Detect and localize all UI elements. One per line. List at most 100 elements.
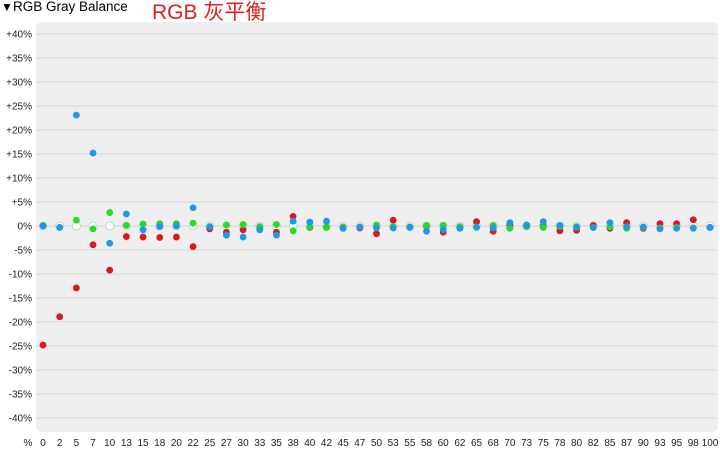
x-tick-label: 30 [238,438,250,449]
y-tick-label: -25% [9,342,32,353]
red-point [189,243,197,251]
x-tick-label: 45 [338,438,350,449]
blue-point [156,223,164,230]
green-point [506,225,514,232]
blue-point [523,221,530,229]
blue-point [89,149,97,157]
green-point [239,221,247,228]
blue-point [56,224,64,231]
red-point [239,226,247,234]
blue-point [389,224,397,232]
x-tick-label: 78 [554,438,566,449]
green-point [289,227,297,235]
y-tick-label: +30% [6,78,32,89]
blue-point [289,217,297,225]
blue-point [373,224,380,232]
blue-point [656,225,664,233]
panel-header: ▼ RGB Gray Balance RGB 灰平衡 [0,0,720,24]
red-point [106,266,114,274]
green-point [89,225,97,233]
blue-point [323,217,330,225]
red-point [173,233,180,241]
red-point [39,341,47,349]
x-tick-label: 35 [271,438,283,449]
x-tick-label: 60 [438,438,450,449]
blue-point [673,225,681,232]
red-point [89,241,97,249]
x-tick-label: 27 [221,438,233,449]
x-tick-label: 62 [454,438,466,449]
blue-point [439,226,447,234]
collapse-caret-icon[interactable]: ▼ [1,0,13,14]
blue-point [189,204,197,212]
x-tick-label: 15 [137,438,149,449]
x-tick-label: 58 [421,438,433,449]
blue-point [72,111,80,119]
blue-point [206,223,214,231]
blue-point [122,210,130,218]
x-unit-label: % [24,438,33,449]
panel-title: RGB Gray Balance [13,0,128,14]
x-axis: % 0 2 5 7 10 13 15 18 20 22 25 27 30 33 35 38 40 42 45 47 50 5… [24,438,719,449]
y-tick-label: -30% [9,366,32,377]
green-point [273,221,280,228]
blue-point [489,224,497,232]
blue-point [256,226,264,234]
x-tick-label: 65 [471,438,483,449]
x-tick-label: 0 [40,438,46,449]
blue-point [639,223,647,231]
red-point [389,216,397,224]
blue-point [706,224,714,231]
blue-point [223,231,230,239]
green-point [423,222,430,229]
green-point [323,224,330,231]
y-tick-label: -20% [9,318,32,329]
blue-point [106,239,114,247]
blue-point [39,222,47,230]
green-point [122,222,130,229]
green-point [106,209,114,216]
x-tick-label: 55 [404,438,416,449]
chart-title-overlay: RGB 灰平衡 [152,1,267,24]
x-tick-label: 90 [638,438,650,449]
green-point [223,221,230,229]
x-tick-label: 75 [538,438,550,449]
x-tick-label: 33 [254,438,266,449]
y-tick-label: -10% [9,270,32,281]
x-tick-label: 42 [321,438,333,449]
y-tick-label: +35% [6,54,32,65]
y-tick-label: +25% [6,102,32,113]
x-tick-label: 53 [388,438,400,449]
x-tick-label: 95 [671,438,683,449]
red-point [122,233,130,240]
x-tick-label: 47 [354,438,366,449]
blue-point [173,222,180,230]
neutral-point [105,221,115,231]
blue-point [239,233,247,241]
blue-point [406,224,414,231]
y-tick-label: -40% [9,414,32,425]
y-tick-label: -35% [9,390,32,401]
blue-point [606,219,614,227]
blue-point [273,231,280,239]
x-tick-label: 50 [371,438,383,449]
green-point [306,223,314,231]
x-tick-label: 22 [188,438,200,449]
y-tick-label: +10% [6,174,32,185]
y-tick-label: +5% [12,198,32,209]
x-tick-label: 82 [588,438,600,449]
blue-point [556,222,564,229]
x-tick-label: 100 [702,438,719,449]
x-tick-label: 38 [288,438,300,449]
blue-point [589,224,597,231]
x-tick-label: 87 [621,438,633,449]
y-tick-label: -15% [9,294,32,305]
blue-point [423,227,430,235]
data-points [39,111,714,349]
x-tick-label: 68 [488,438,500,449]
red-point [689,216,697,224]
x-tick-label: 25 [204,438,216,449]
x-tick-label: 98 [688,438,700,449]
x-tick-label: 5 [74,438,80,449]
